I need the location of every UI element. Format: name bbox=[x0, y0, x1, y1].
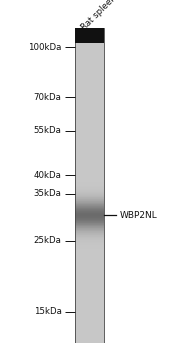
Text: 40kDa: 40kDa bbox=[33, 171, 61, 180]
Text: 15kDa: 15kDa bbox=[33, 307, 61, 316]
Text: 25kDa: 25kDa bbox=[33, 236, 61, 245]
Text: 35kDa: 35kDa bbox=[33, 189, 61, 198]
Text: WBP2NL: WBP2NL bbox=[119, 211, 157, 220]
Text: Rat spleen: Rat spleen bbox=[80, 0, 118, 32]
Text: 100kDa: 100kDa bbox=[28, 43, 61, 52]
Text: 55kDa: 55kDa bbox=[33, 126, 61, 135]
Text: 70kDa: 70kDa bbox=[33, 93, 61, 102]
